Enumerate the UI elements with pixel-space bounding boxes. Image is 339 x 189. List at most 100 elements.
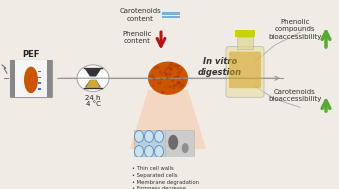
Circle shape — [163, 71, 165, 73]
Ellipse shape — [24, 67, 38, 93]
Circle shape — [161, 78, 163, 80]
Circle shape — [153, 85, 154, 86]
Circle shape — [177, 71, 181, 74]
FancyBboxPatch shape — [229, 52, 261, 88]
Text: • Separated cells: • Separated cells — [132, 173, 178, 178]
Ellipse shape — [135, 131, 143, 142]
Circle shape — [175, 85, 177, 86]
Text: Carotenoids
content: Carotenoids content — [119, 8, 161, 22]
Ellipse shape — [144, 146, 154, 157]
Text: PEF: PEF — [22, 50, 40, 59]
Text: In vitro
digestion: In vitro digestion — [198, 57, 242, 77]
Circle shape — [181, 68, 182, 70]
Ellipse shape — [135, 146, 143, 157]
Circle shape — [180, 84, 184, 87]
Circle shape — [156, 66, 158, 68]
Circle shape — [77, 65, 109, 91]
Circle shape — [179, 86, 181, 88]
Circle shape — [148, 62, 188, 95]
Circle shape — [164, 73, 168, 76]
Circle shape — [180, 70, 181, 71]
Circle shape — [149, 75, 154, 78]
Circle shape — [158, 79, 159, 80]
Ellipse shape — [155, 131, 163, 142]
Polygon shape — [130, 90, 206, 149]
Ellipse shape — [168, 135, 178, 150]
Text: • Thin cell walls: • Thin cell walls — [132, 166, 174, 171]
Circle shape — [172, 87, 174, 89]
Bar — [162, 12, 180, 15]
Circle shape — [175, 76, 177, 78]
Circle shape — [153, 75, 154, 76]
Bar — [38, 71, 41, 72]
Circle shape — [161, 73, 163, 75]
Circle shape — [159, 71, 162, 73]
Circle shape — [178, 81, 181, 84]
Circle shape — [168, 73, 172, 76]
Bar — [235, 30, 255, 37]
Circle shape — [177, 86, 178, 87]
Bar — [237, 37, 253, 49]
Text: Carotenoids
bioaccessibility: Carotenoids bioaccessibility — [268, 89, 322, 102]
Circle shape — [176, 84, 178, 86]
Circle shape — [167, 73, 168, 74]
Circle shape — [153, 80, 155, 81]
Circle shape — [177, 68, 179, 70]
Circle shape — [169, 68, 173, 71]
Circle shape — [170, 77, 172, 78]
Circle shape — [169, 67, 173, 70]
Ellipse shape — [144, 131, 154, 142]
Circle shape — [182, 80, 184, 81]
Circle shape — [165, 69, 167, 70]
Text: Phenolic
compounds
bioaccessibility: Phenolic compounds bioaccessibility — [268, 19, 322, 40]
Bar — [38, 88, 41, 90]
Bar — [38, 77, 41, 78]
Circle shape — [157, 66, 160, 68]
Text: • Firmness decrease: • Firmness decrease — [132, 186, 186, 189]
Circle shape — [182, 83, 184, 85]
Text: Phenolic
content: Phenolic content — [122, 31, 152, 44]
Circle shape — [166, 67, 170, 69]
Circle shape — [177, 76, 179, 78]
Circle shape — [160, 83, 161, 84]
Circle shape — [165, 74, 167, 75]
Circle shape — [170, 62, 173, 66]
Circle shape — [167, 67, 168, 68]
Ellipse shape — [155, 146, 163, 157]
Bar — [165, 130, 194, 163]
Bar — [15, 60, 47, 97]
Circle shape — [176, 81, 179, 83]
Circle shape — [173, 64, 177, 68]
Bar — [10, 60, 15, 97]
Circle shape — [179, 83, 181, 85]
Polygon shape — [86, 80, 100, 87]
Bar — [10, 60, 52, 97]
Circle shape — [154, 67, 157, 70]
Bar — [134, 130, 165, 163]
Circle shape — [173, 91, 175, 93]
Circle shape — [168, 65, 172, 68]
Circle shape — [176, 75, 180, 78]
Circle shape — [173, 76, 175, 78]
Circle shape — [153, 77, 156, 80]
Circle shape — [160, 78, 161, 79]
Text: 4 °C: 4 °C — [85, 101, 100, 107]
Polygon shape — [85, 69, 101, 77]
Circle shape — [177, 82, 179, 84]
Circle shape — [181, 78, 183, 80]
Text: • Membrane degradation: • Membrane degradation — [132, 180, 199, 185]
Circle shape — [157, 82, 159, 84]
Circle shape — [166, 76, 170, 80]
Circle shape — [159, 82, 162, 84]
Bar — [38, 82, 41, 84]
Circle shape — [173, 84, 177, 87]
Circle shape — [161, 91, 165, 94]
Text: 24 h: 24 h — [85, 95, 101, 101]
FancyBboxPatch shape — [226, 47, 264, 97]
Polygon shape — [85, 80, 101, 87]
Circle shape — [165, 68, 167, 70]
Ellipse shape — [182, 143, 189, 153]
Circle shape — [171, 80, 174, 82]
Bar — [162, 16, 180, 18]
Circle shape — [164, 87, 165, 88]
